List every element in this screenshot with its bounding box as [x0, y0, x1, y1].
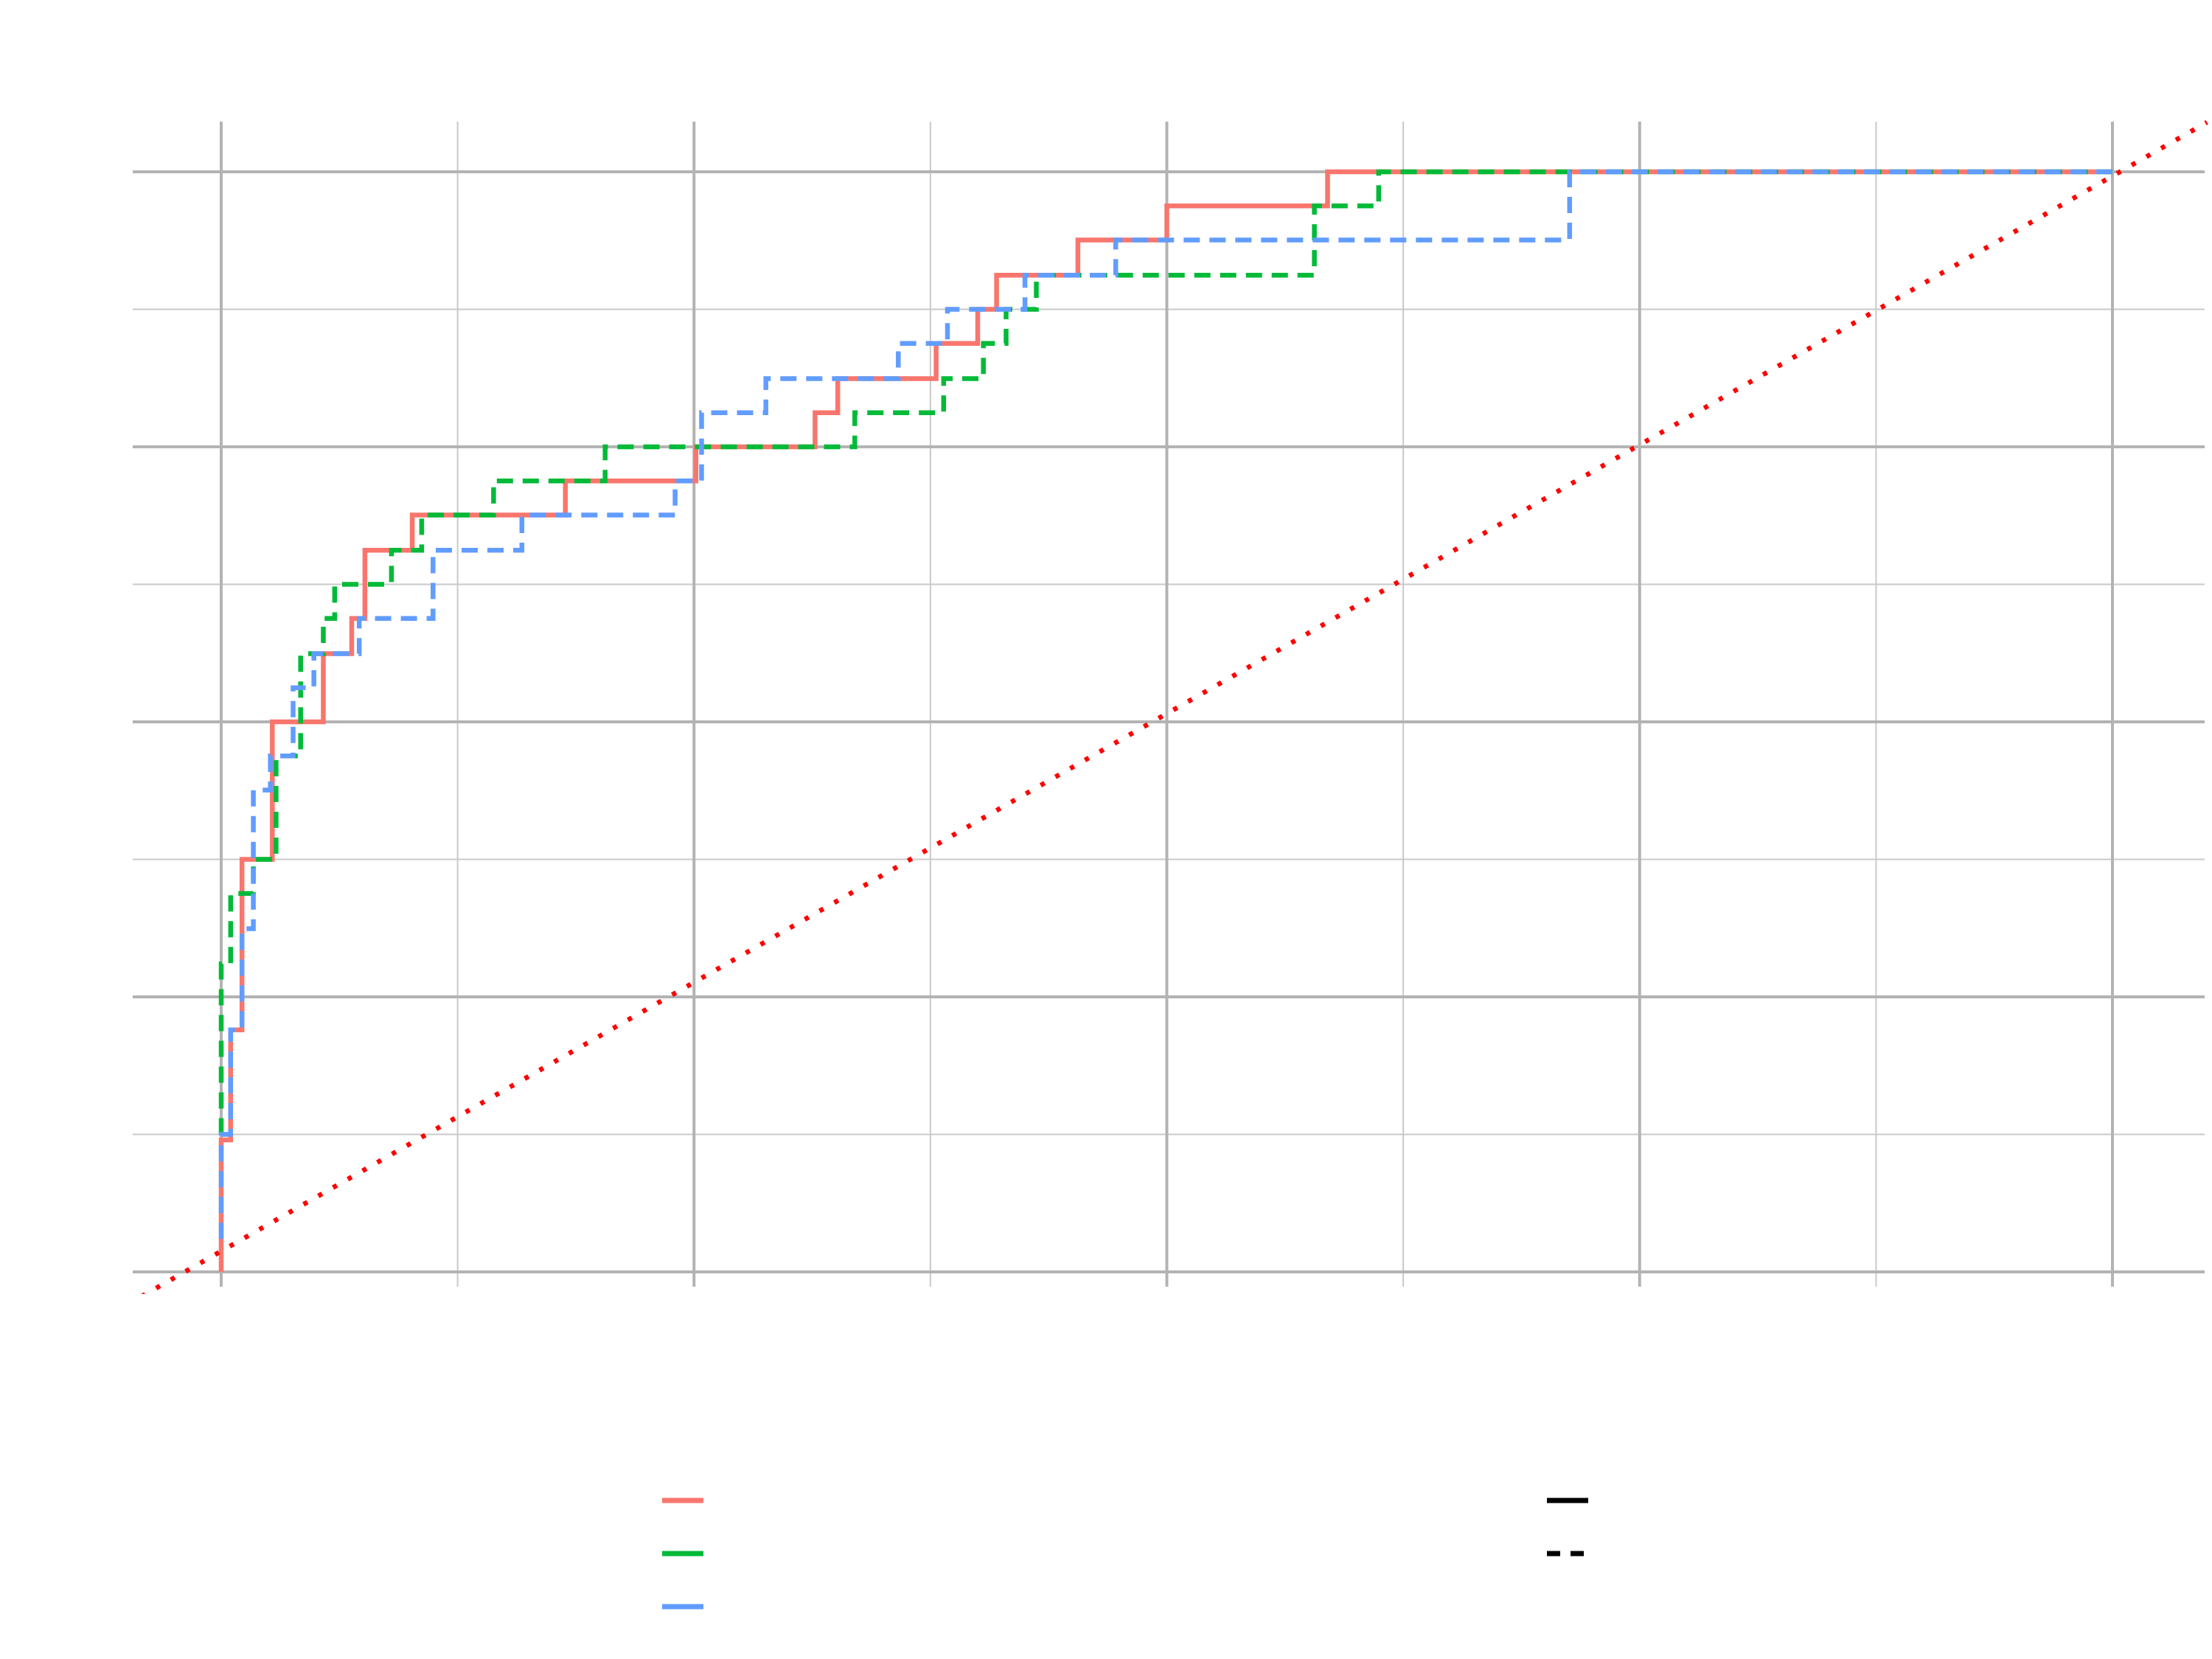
legend	[662, 1498, 1588, 1610]
roc-curve-2	[218, 169, 2112, 1135]
plot-panel	[133, 120, 2208, 1294]
roc-curves	[218, 169, 2112, 1272]
legend-linetype-group	[1547, 1498, 1588, 1557]
legend-color-group	[662, 1498, 703, 1610]
roc-curve-3	[218, 169, 2112, 1239]
grid-lines	[133, 122, 2205, 1287]
